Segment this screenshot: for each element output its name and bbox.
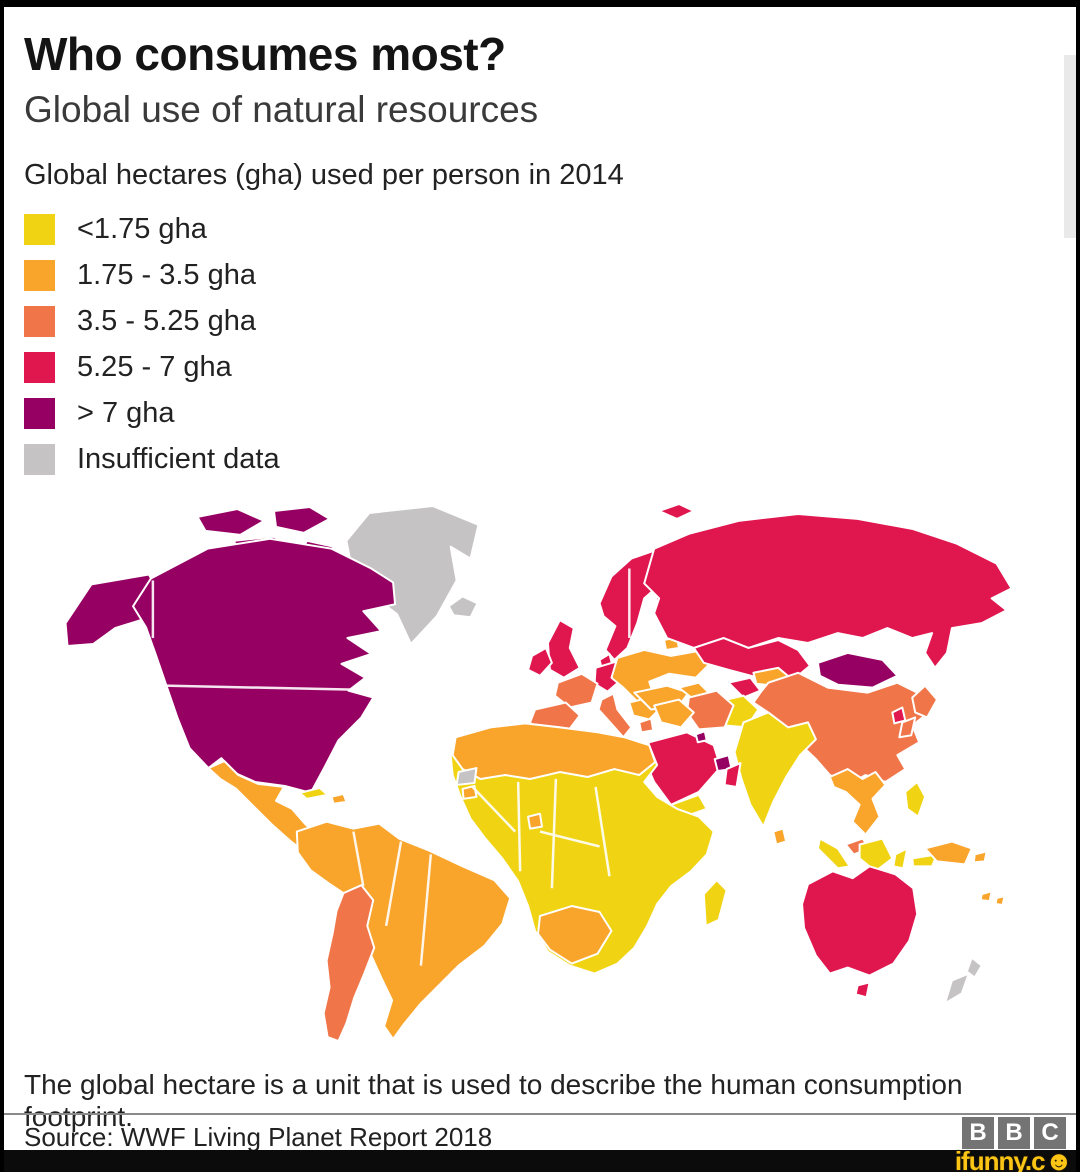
- bbc-logo-block: B: [998, 1117, 1030, 1149]
- footer-divider: [4, 1113, 1076, 1115]
- bbc-logo-block: B: [962, 1117, 994, 1149]
- region-ghana: [527, 812, 543, 830]
- legend-label: <1.75 gha: [77, 212, 207, 245]
- bottom-watermark-bar: ifunny.c☻: [4, 1146, 1076, 1172]
- legend-swatch-nodata: [24, 443, 55, 475]
- region-iceland: [447, 595, 479, 619]
- region-kuwait: [694, 730, 708, 744]
- region-tasmania: [854, 981, 871, 999]
- region-new-caledonia: [979, 890, 993, 903]
- region-sulawesi: [892, 847, 909, 870]
- region-svalbard: [658, 503, 695, 520]
- legend: <1.75 gha 1.75 - 3.5 gha 3.5 - 5.25 gha …: [24, 206, 280, 482]
- legend-row: 1.75 - 3.5 gha: [24, 252, 280, 298]
- region-new-zealand: [965, 956, 983, 979]
- legend-swatch-gt7: [24, 397, 55, 429]
- legend-row: 3.5 - 5.25 gha: [24, 298, 280, 344]
- region-fiji: [994, 895, 1006, 907]
- legend-title: Global hectares (gha) used per person in…: [24, 159, 624, 191]
- legend-row: Insufficient data: [24, 436, 280, 482]
- region-new-zealand: [943, 972, 970, 1005]
- page-title: Who consumes most?: [24, 28, 506, 80]
- country-border-lines: [151, 568, 631, 966]
- region-italy: [597, 692, 633, 739]
- region-sumatra: [816, 837, 851, 870]
- legend-swatch-lt175: [24, 213, 55, 245]
- legend-label: 5.25 - 7 gha: [77, 350, 232, 383]
- region-indonesia-east: [911, 853, 939, 868]
- region-north-africa: [451, 722, 657, 780]
- region-iraq: [653, 698, 695, 729]
- region-borneo: [858, 837, 894, 873]
- footnote: The global hectare is a unit that is use…: [24, 1069, 963, 1132]
- legend-row: 5.25 - 7 gha: [24, 344, 280, 390]
- region-eastern-europe: [610, 648, 712, 703]
- legend-swatch-35-525: [24, 305, 55, 337]
- legend-label: > 7 gha: [77, 396, 175, 429]
- region-western-sahara: [455, 767, 478, 786]
- legend-label: 3.5 - 5.25 gha: [77, 304, 256, 337]
- region-canada-arctic: [272, 506, 331, 534]
- region-japan: [911, 684, 939, 719]
- region-japan: [898, 716, 917, 739]
- page-subtitle: Global use of natural resources: [24, 89, 539, 130]
- world-choropleth-map: [4, 487, 1076, 1065]
- legend-label: Insufficient data: [77, 442, 280, 475]
- region-australia: [801, 865, 919, 977]
- region-canada-arctic: [196, 508, 266, 536]
- legend-label: 1.75 - 3.5 gha: [77, 258, 256, 291]
- legend-swatch-525-7: [24, 351, 55, 383]
- region-iran: [685, 689, 735, 731]
- region-cuba: [298, 786, 329, 800]
- region-turkmenistan: [727, 676, 762, 699]
- legend-row: <1.75 gha: [24, 206, 280, 252]
- region-canada-usa: [132, 537, 397, 794]
- region-ireland: [527, 646, 553, 677]
- bbc-logo-block: C: [1034, 1117, 1066, 1149]
- source-credit: Source: WWF Living Planet Report 2018: [24, 1122, 493, 1152]
- region-france: [553, 672, 599, 709]
- region-hispaniola: [330, 792, 348, 805]
- legend-row: > 7 gha: [24, 390, 280, 436]
- scrollbar-thumb[interactable]: [1064, 55, 1076, 238]
- region-southern-africa: [537, 905, 613, 965]
- region-new-britain: [972, 850, 988, 864]
- region-oman: [723, 762, 742, 788]
- region-united-kingdom: [546, 619, 581, 679]
- region-papua-new-guinea: [924, 840, 973, 866]
- region-mongolia: [816, 651, 899, 689]
- smiley-icon: ☻: [1044, 1146, 1073, 1172]
- legend-swatch-175-35: [24, 259, 55, 291]
- region-mainland-se-asia: [828, 768, 887, 836]
- region-madagascar: [702, 879, 728, 927]
- ifunny-watermark-text: ifunny.c: [954, 1146, 1046, 1172]
- region-philippines: [904, 780, 927, 818]
- region-russia: [643, 512, 1013, 669]
- region-greece: [638, 717, 655, 734]
- region-india: [733, 711, 817, 828]
- bbc-logo: B B C: [962, 1117, 1066, 1149]
- ifunny-watermark: ifunny.c☻: [954, 1146, 1073, 1172]
- region-sri-lanka: [772, 827, 788, 846]
- region-chile-argentina: [322, 884, 376, 1043]
